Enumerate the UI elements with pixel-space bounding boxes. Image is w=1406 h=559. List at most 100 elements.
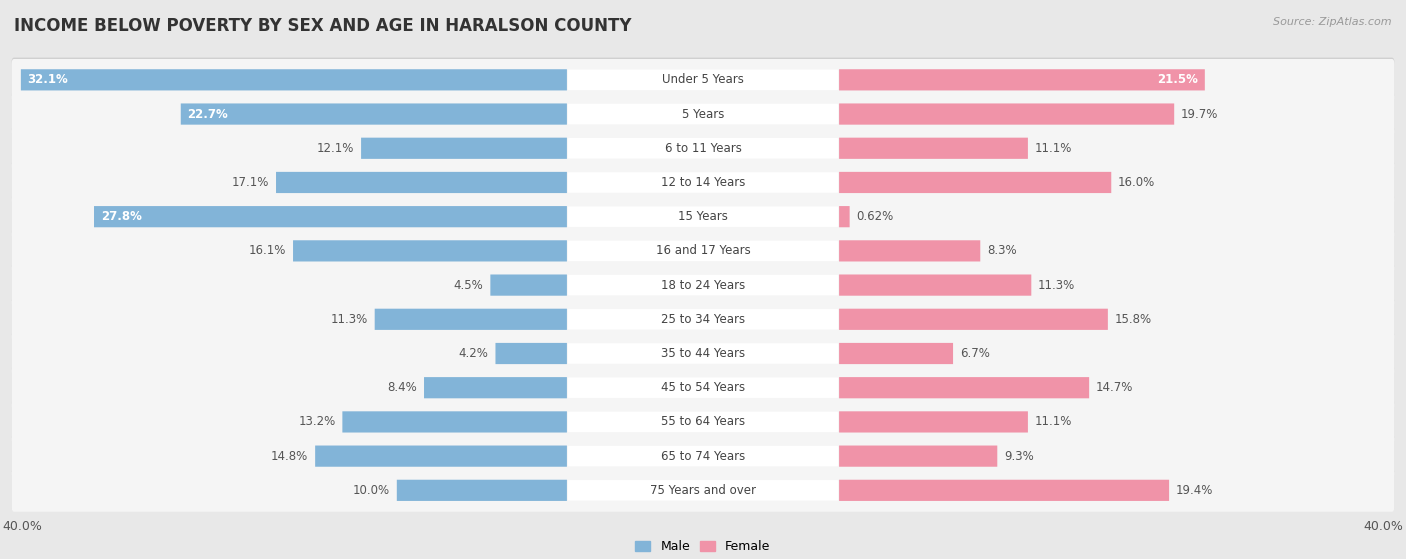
Text: 4.2%: 4.2% bbox=[458, 347, 489, 360]
FancyBboxPatch shape bbox=[839, 377, 1090, 399]
Text: 32.1%: 32.1% bbox=[28, 73, 69, 86]
FancyBboxPatch shape bbox=[839, 240, 980, 262]
Text: 14.7%: 14.7% bbox=[1095, 381, 1133, 394]
FancyBboxPatch shape bbox=[839, 172, 1111, 193]
Text: 75 Years and over: 75 Years and over bbox=[650, 484, 756, 497]
Text: 6 to 11 Years: 6 to 11 Years bbox=[665, 142, 741, 155]
FancyBboxPatch shape bbox=[11, 367, 1395, 409]
Text: 22.7%: 22.7% bbox=[187, 107, 228, 121]
Legend: Male, Female: Male, Female bbox=[630, 536, 776, 558]
FancyBboxPatch shape bbox=[568, 104, 838, 124]
FancyBboxPatch shape bbox=[343, 411, 567, 433]
Text: 45 to 54 Years: 45 to 54 Years bbox=[661, 381, 745, 394]
Text: 8.4%: 8.4% bbox=[388, 381, 418, 394]
Text: 11.1%: 11.1% bbox=[1035, 142, 1073, 155]
FancyBboxPatch shape bbox=[11, 366, 1395, 409]
FancyBboxPatch shape bbox=[374, 309, 567, 330]
Text: Source: ZipAtlas.com: Source: ZipAtlas.com bbox=[1274, 17, 1392, 27]
FancyBboxPatch shape bbox=[11, 196, 1395, 238]
Text: 15.8%: 15.8% bbox=[1115, 313, 1152, 326]
Text: 8.3%: 8.3% bbox=[987, 244, 1017, 257]
Text: 11.1%: 11.1% bbox=[1035, 415, 1073, 428]
FancyBboxPatch shape bbox=[839, 480, 1170, 501]
FancyBboxPatch shape bbox=[568, 275, 838, 295]
FancyBboxPatch shape bbox=[181, 103, 567, 125]
FancyBboxPatch shape bbox=[568, 206, 838, 227]
Text: 19.4%: 19.4% bbox=[1175, 484, 1213, 497]
Text: 35 to 44 Years: 35 to 44 Years bbox=[661, 347, 745, 360]
FancyBboxPatch shape bbox=[11, 333, 1395, 375]
FancyBboxPatch shape bbox=[568, 446, 838, 466]
FancyBboxPatch shape bbox=[11, 162, 1395, 204]
FancyBboxPatch shape bbox=[425, 377, 567, 399]
FancyBboxPatch shape bbox=[839, 446, 997, 467]
FancyBboxPatch shape bbox=[495, 343, 567, 364]
Text: 12.1%: 12.1% bbox=[316, 142, 354, 155]
Text: 6.7%: 6.7% bbox=[960, 347, 990, 360]
FancyBboxPatch shape bbox=[11, 297, 1395, 340]
FancyBboxPatch shape bbox=[11, 195, 1395, 238]
FancyBboxPatch shape bbox=[11, 92, 1395, 135]
FancyBboxPatch shape bbox=[11, 468, 1395, 511]
FancyBboxPatch shape bbox=[11, 299, 1395, 341]
Text: 9.3%: 9.3% bbox=[1004, 449, 1033, 463]
FancyBboxPatch shape bbox=[11, 126, 1395, 169]
FancyBboxPatch shape bbox=[568, 411, 838, 432]
Text: 16.0%: 16.0% bbox=[1118, 176, 1156, 189]
FancyBboxPatch shape bbox=[839, 103, 1174, 125]
FancyBboxPatch shape bbox=[568, 138, 838, 159]
Text: 55 to 64 Years: 55 to 64 Years bbox=[661, 415, 745, 428]
FancyBboxPatch shape bbox=[11, 127, 1395, 170]
FancyBboxPatch shape bbox=[839, 69, 1205, 91]
FancyBboxPatch shape bbox=[839, 138, 1028, 159]
FancyBboxPatch shape bbox=[361, 138, 567, 159]
FancyBboxPatch shape bbox=[839, 411, 1028, 433]
Text: 0.62%: 0.62% bbox=[856, 210, 894, 223]
FancyBboxPatch shape bbox=[396, 480, 567, 501]
FancyBboxPatch shape bbox=[491, 274, 567, 296]
Text: 14.8%: 14.8% bbox=[271, 449, 308, 463]
Text: 18 to 24 Years: 18 to 24 Years bbox=[661, 278, 745, 292]
Text: INCOME BELOW POVERTY BY SEX AND AGE IN HARALSON COUNTY: INCOME BELOW POVERTY BY SEX AND AGE IN H… bbox=[14, 17, 631, 35]
Text: 19.7%: 19.7% bbox=[1181, 107, 1219, 121]
FancyBboxPatch shape bbox=[11, 229, 1395, 272]
FancyBboxPatch shape bbox=[839, 206, 849, 228]
Text: 27.8%: 27.8% bbox=[101, 210, 142, 223]
FancyBboxPatch shape bbox=[11, 435, 1395, 478]
FancyBboxPatch shape bbox=[315, 446, 567, 467]
Text: Under 5 Years: Under 5 Years bbox=[662, 73, 744, 86]
FancyBboxPatch shape bbox=[11, 401, 1395, 443]
FancyBboxPatch shape bbox=[568, 480, 838, 501]
Text: 12 to 14 Years: 12 to 14 Years bbox=[661, 176, 745, 189]
Text: 13.2%: 13.2% bbox=[298, 415, 336, 428]
FancyBboxPatch shape bbox=[568, 377, 838, 398]
FancyBboxPatch shape bbox=[11, 331, 1395, 375]
FancyBboxPatch shape bbox=[11, 470, 1395, 512]
FancyBboxPatch shape bbox=[292, 240, 567, 262]
Text: 17.1%: 17.1% bbox=[232, 176, 269, 189]
FancyBboxPatch shape bbox=[276, 172, 567, 193]
FancyBboxPatch shape bbox=[21, 69, 567, 91]
Text: 15 Years: 15 Years bbox=[678, 210, 728, 223]
FancyBboxPatch shape bbox=[11, 59, 1395, 101]
Text: 65 to 74 Years: 65 to 74 Years bbox=[661, 449, 745, 463]
Text: 25 to 34 Years: 25 to 34 Years bbox=[661, 313, 745, 326]
FancyBboxPatch shape bbox=[839, 343, 953, 364]
FancyBboxPatch shape bbox=[11, 263, 1395, 306]
FancyBboxPatch shape bbox=[11, 160, 1395, 203]
Text: 16 and 17 Years: 16 and 17 Years bbox=[655, 244, 751, 257]
Text: 5 Years: 5 Years bbox=[682, 107, 724, 121]
Text: 16.1%: 16.1% bbox=[249, 244, 287, 257]
FancyBboxPatch shape bbox=[94, 206, 567, 228]
Text: 4.5%: 4.5% bbox=[454, 278, 484, 292]
FancyBboxPatch shape bbox=[11, 58, 1395, 101]
FancyBboxPatch shape bbox=[11, 93, 1395, 136]
Text: 21.5%: 21.5% bbox=[1157, 73, 1198, 86]
FancyBboxPatch shape bbox=[568, 343, 838, 364]
FancyBboxPatch shape bbox=[568, 240, 838, 261]
FancyBboxPatch shape bbox=[839, 274, 1032, 296]
FancyBboxPatch shape bbox=[568, 172, 838, 193]
Text: 11.3%: 11.3% bbox=[330, 313, 368, 326]
FancyBboxPatch shape bbox=[568, 309, 838, 330]
FancyBboxPatch shape bbox=[11, 400, 1395, 443]
